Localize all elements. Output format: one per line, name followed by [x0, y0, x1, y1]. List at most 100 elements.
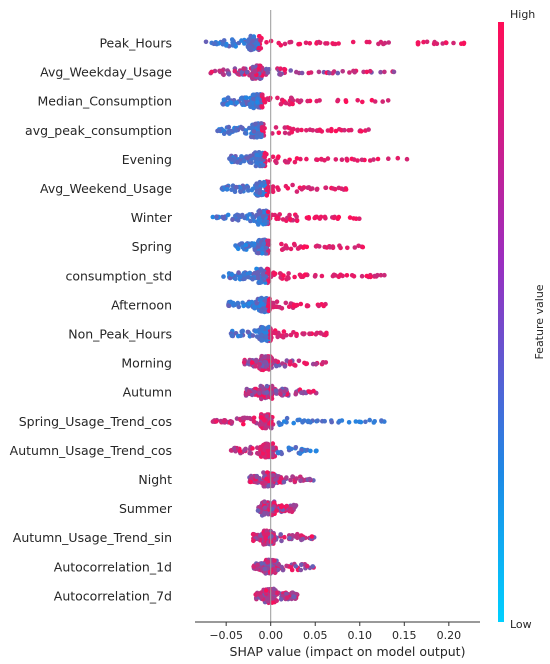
shap-point	[358, 419, 364, 425]
shap-point	[236, 304, 242, 310]
shap-point	[266, 483, 272, 488]
shap-point	[232, 189, 238, 194]
shap-point	[270, 154, 276, 160]
shap-point	[288, 246, 294, 252]
shap-point	[252, 69, 258, 74]
feature-label: Median_Consumption	[37, 94, 172, 109]
shap-point	[297, 41, 303, 47]
shap-point	[287, 216, 293, 222]
shap-point	[247, 102, 252, 107]
shap-point	[279, 422, 284, 427]
shap-point	[246, 389, 252, 394]
shap-point	[210, 419, 216, 424]
shap-point	[230, 157, 235, 162]
shap-point	[235, 246, 241, 252]
shap-point	[306, 389, 312, 394]
shap-point	[264, 40, 269, 45]
shap-point	[255, 275, 261, 281]
shap-point	[261, 126, 266, 132]
shap-point	[283, 100, 289, 106]
shap-point	[299, 390, 304, 396]
shap-point	[254, 334, 260, 339]
shap-point	[243, 391, 249, 397]
shap-point	[252, 247, 258, 253]
shap-point	[229, 272, 235, 277]
shap-point	[372, 99, 378, 104]
shap-point	[251, 96, 256, 101]
shap-point	[280, 567, 286, 573]
shap-point	[250, 38, 256, 44]
shap-point	[325, 156, 331, 161]
shap-point	[226, 303, 231, 309]
shap-point	[273, 477, 278, 482]
shap-point	[254, 181, 259, 187]
shap-point	[270, 184, 276, 189]
feature-label: Spring	[132, 239, 172, 254]
x-axis: −0.05 0.00 0.05 0.10 0.15 0.20	[195, 621, 480, 642]
shap-point	[288, 477, 293, 483]
shap-point	[275, 450, 281, 456]
shap-point	[299, 533, 304, 538]
shap-point	[249, 360, 255, 365]
shap-point	[337, 127, 342, 132]
shap-point	[266, 308, 272, 314]
shap-point	[233, 184, 239, 190]
shap-point	[221, 97, 227, 103]
shap-point	[253, 329, 259, 334]
shap-point	[270, 473, 276, 478]
shap-point	[360, 244, 366, 250]
shap-point	[264, 193, 270, 198]
shap-point	[355, 158, 360, 163]
shap-point	[223, 43, 229, 48]
shap-point	[271, 500, 277, 506]
shap-point	[315, 157, 320, 163]
shap-point	[304, 244, 310, 250]
feature-label: Autumn_Usage_Trend_cos	[10, 443, 172, 458]
shap-point	[227, 275, 233, 281]
shap-point	[346, 420, 352, 425]
shap-point	[299, 127, 304, 133]
shap-point	[239, 329, 244, 334]
shap-point	[259, 308, 264, 314]
feature-row	[253, 586, 300, 606]
shap-point	[273, 388, 279, 393]
shap-point	[295, 535, 300, 541]
shap-point	[255, 562, 260, 568]
shap-point	[217, 68, 222, 74]
shap-point	[325, 41, 330, 46]
shap-point	[344, 158, 350, 163]
shap-point	[360, 99, 365, 105]
shap-point	[344, 273, 350, 278]
shap-point	[275, 215, 280, 220]
shap-point	[317, 127, 323, 133]
shap-point	[282, 125, 288, 130]
shap-point	[235, 160, 240, 165]
shap-point	[386, 40, 392, 45]
shap-point	[238, 333, 243, 339]
shap-point	[352, 245, 358, 250]
shap-point	[290, 101, 295, 107]
shap-point	[260, 421, 265, 427]
feature-row	[243, 383, 319, 402]
shap-point	[380, 99, 386, 104]
shap-point	[282, 389, 288, 394]
shap-point	[424, 39, 430, 45]
shap-point	[248, 134, 254, 140]
shap-point	[301, 331, 307, 337]
shap-point	[248, 218, 253, 224]
shap-point	[265, 209, 271, 215]
feature-labels: Peak_Hours Avg_Weekday_Usage Median_Consum…	[10, 36, 173, 604]
shap-point	[378, 272, 384, 278]
shap-point	[310, 186, 315, 191]
shap-point	[259, 251, 265, 256]
shap-point	[347, 215, 353, 220]
shap-point	[292, 274, 297, 280]
shap-point	[282, 364, 288, 369]
shap-point	[367, 39, 372, 45]
feature-row	[227, 150, 410, 169]
shap-point	[379, 418, 384, 423]
shap-point	[294, 476, 299, 481]
shap-point	[313, 361, 319, 367]
shap-point	[309, 534, 315, 539]
feature-label: consumption_std	[65, 268, 172, 283]
